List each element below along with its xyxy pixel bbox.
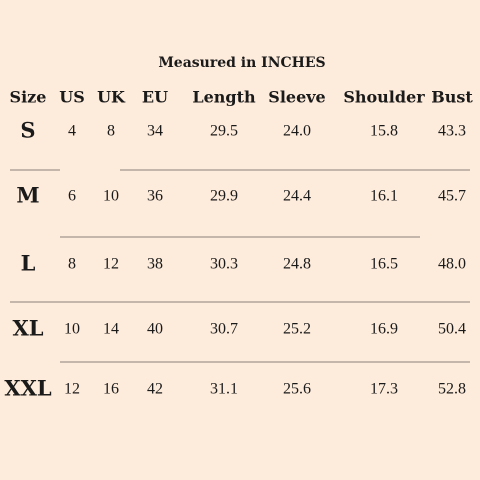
cell-value: 15.8 <box>370 123 398 140</box>
size-label: S <box>20 118 35 143</box>
column-header: Shoulder <box>343 88 425 107</box>
cell-value: 17.3 <box>370 381 398 398</box>
size-label: M <box>16 183 39 208</box>
cell-value: 48.0 <box>438 256 466 273</box>
size-label: XXL <box>4 376 52 401</box>
cell-value: 14 <box>103 321 119 338</box>
size-label: XL <box>12 316 43 341</box>
cell-value: 30.7 <box>210 321 238 338</box>
cell-value: 8 <box>68 256 76 273</box>
cell-value: 25.2 <box>283 321 311 338</box>
column-header: UK <box>97 88 126 107</box>
column-header: EU <box>142 88 168 107</box>
cell-value: 24.8 <box>283 256 311 273</box>
cell-value: 52.8 <box>438 381 466 398</box>
cell-value: 24.4 <box>283 188 311 205</box>
column-header: Bust <box>431 88 473 107</box>
cell-value: 36 <box>147 188 163 205</box>
cell-value: 16.9 <box>370 321 398 338</box>
cell-value: 10 <box>103 188 119 205</box>
cell-value: 50.4 <box>438 321 466 338</box>
cell-value: 16 <box>103 381 119 398</box>
column-header: Size <box>10 88 47 107</box>
cell-value: 29.5 <box>210 123 238 140</box>
cell-value: 12 <box>64 381 80 398</box>
cell-value: 40 <box>147 321 163 338</box>
column-header: Length <box>192 88 256 107</box>
cell-value: 34 <box>147 123 163 140</box>
title: Measured in INCHES <box>158 55 325 71</box>
cell-value: 43.3 <box>438 123 466 140</box>
cell-value: 10 <box>64 321 80 338</box>
cell-value: 38 <box>147 256 163 273</box>
column-header: Sleeve <box>268 88 325 107</box>
cell-value: 4 <box>68 123 76 140</box>
cell-value: 45.7 <box>438 188 466 205</box>
cell-value: 25.6 <box>283 381 311 398</box>
cell-value: 16.5 <box>370 256 398 273</box>
cell-value: 16.1 <box>370 188 398 205</box>
cell-value: 6 <box>68 188 76 205</box>
cell-value: 42 <box>147 381 163 398</box>
size-label: L <box>21 251 36 276</box>
cell-value: 12 <box>103 256 119 273</box>
cell-value: 31.1 <box>210 381 238 398</box>
cell-value: 8 <box>107 123 115 140</box>
column-header: US <box>59 88 85 107</box>
cell-value: 24.0 <box>283 123 311 140</box>
cell-value: 29.9 <box>210 188 238 205</box>
cell-value: 30.3 <box>210 256 238 273</box>
